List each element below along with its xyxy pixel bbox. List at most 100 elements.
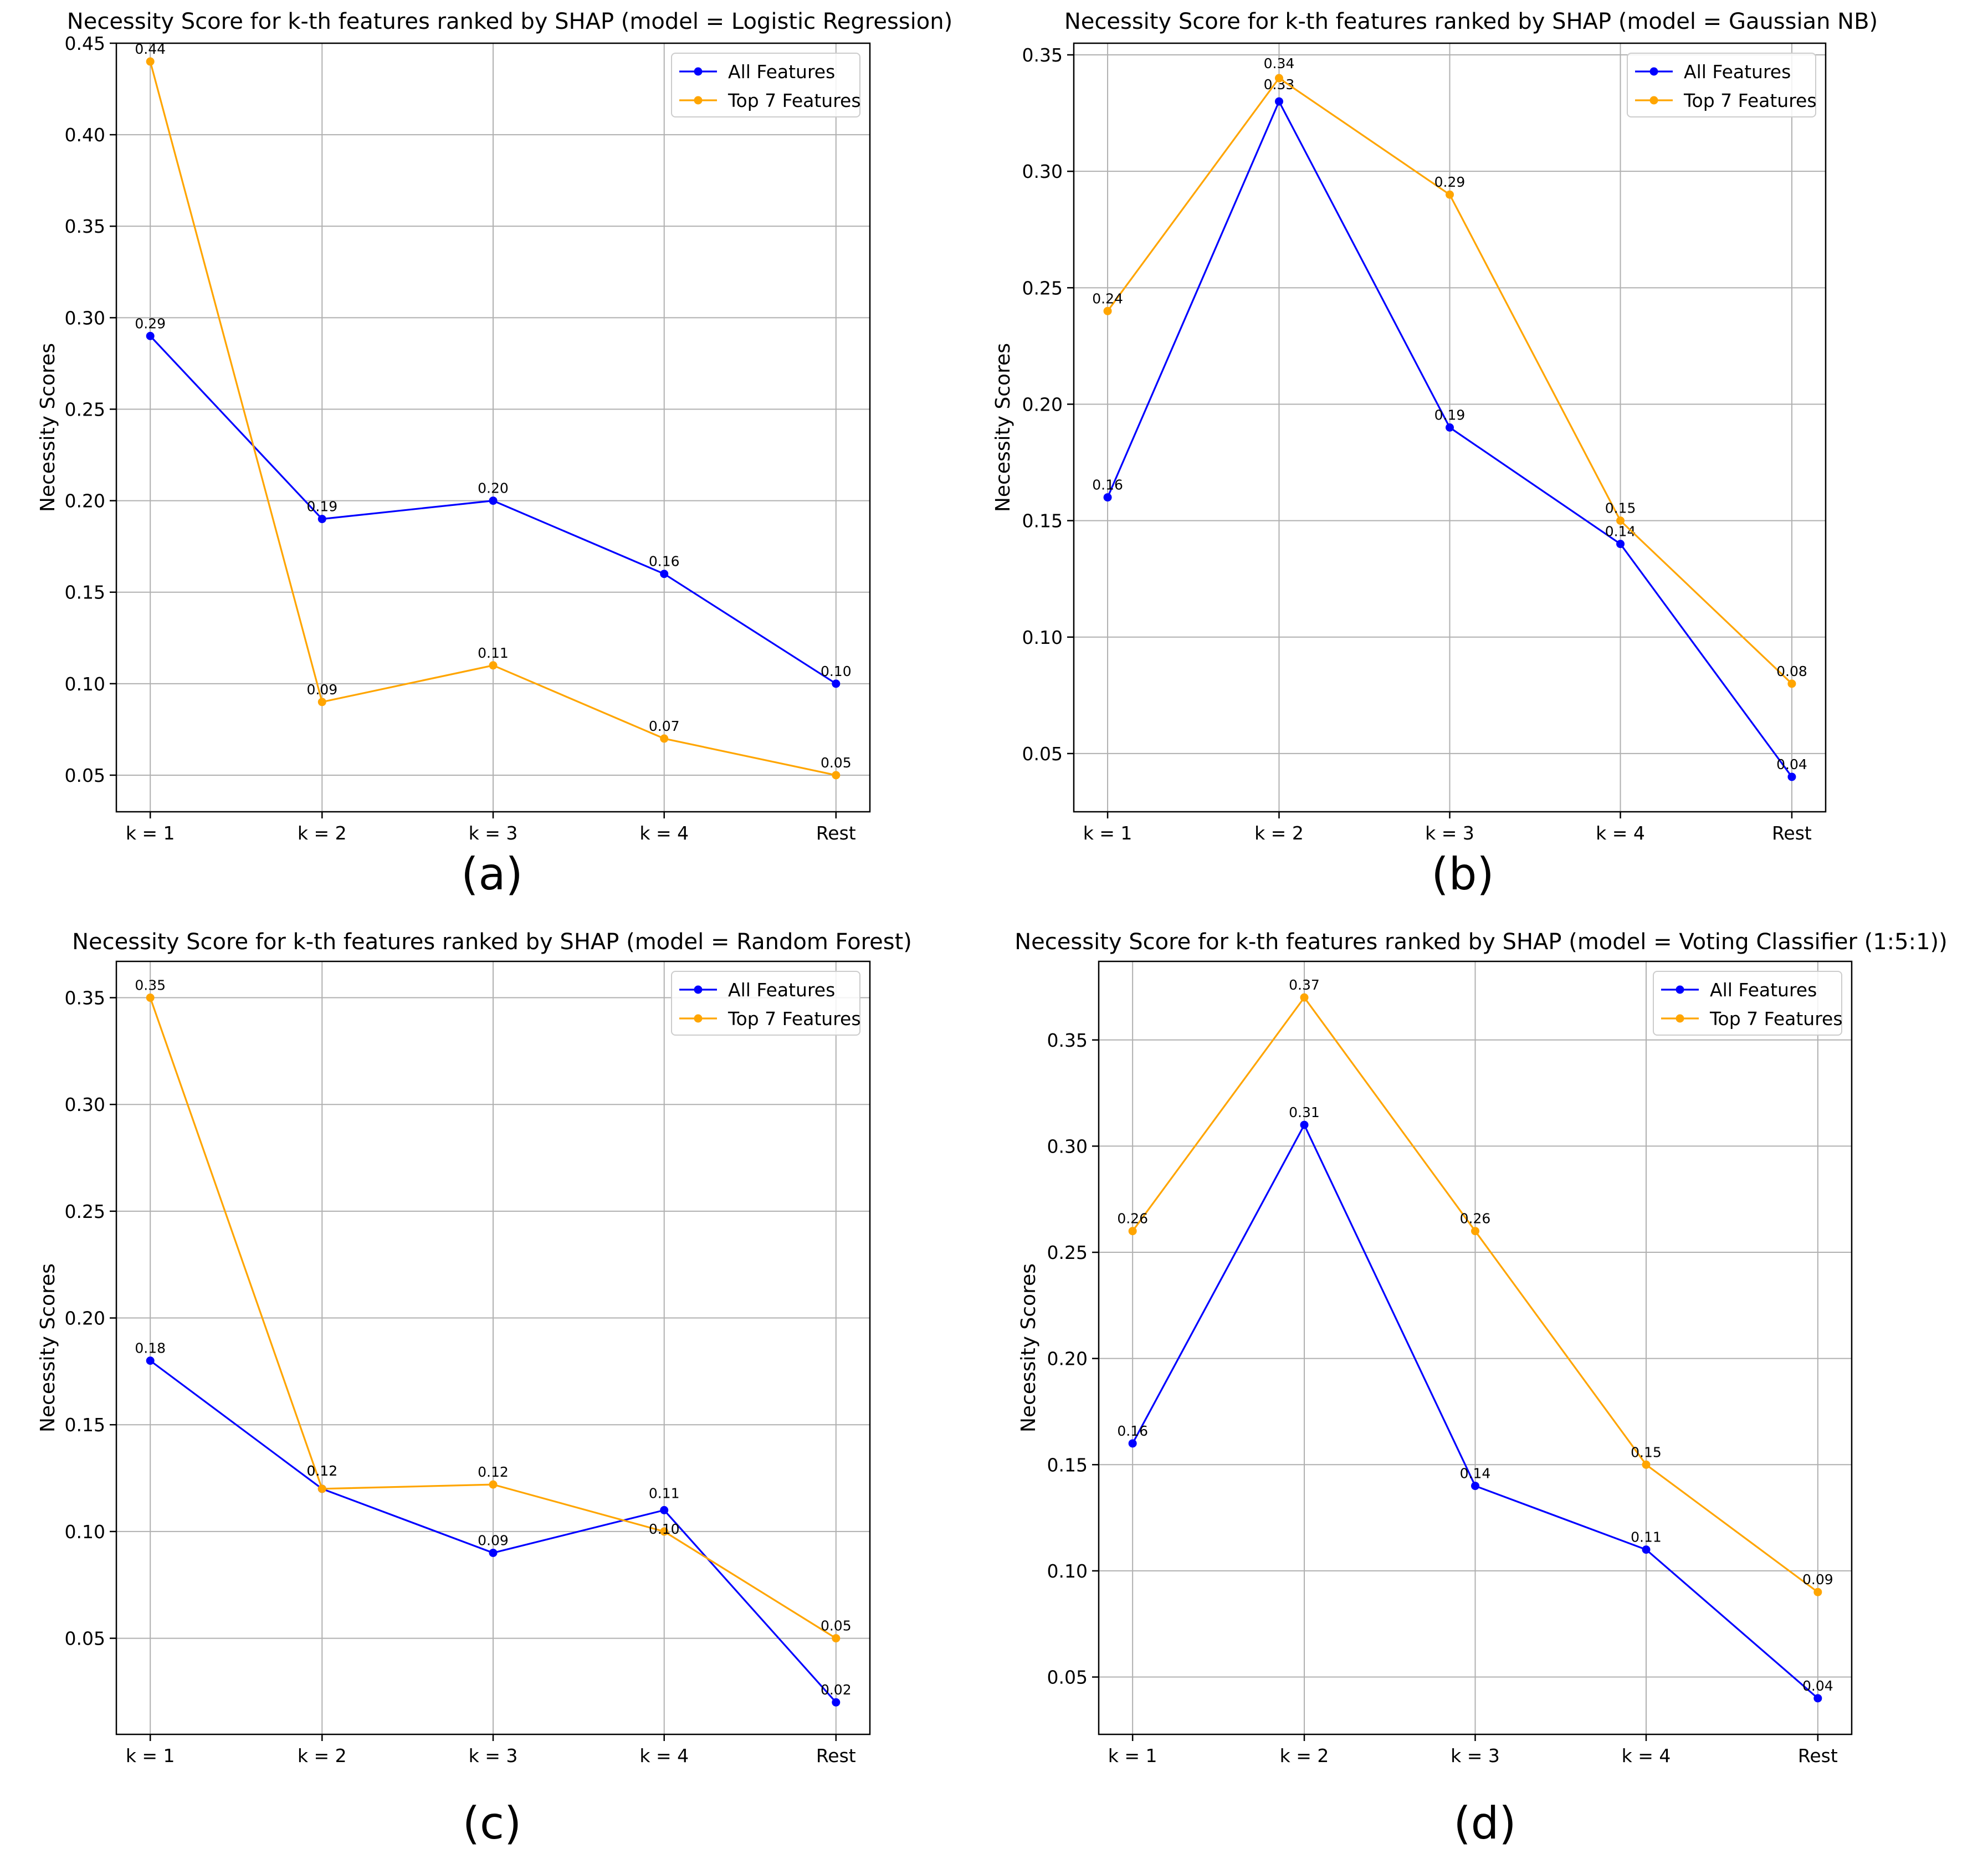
x-tick-label: k = 4	[1622, 1745, 1671, 1767]
data-label: 0.04	[1776, 756, 1807, 772]
legend-label: All Features	[1710, 979, 1817, 1001]
data-label: 0.15	[1605, 500, 1636, 516]
y-tick-label: 0.05	[65, 765, 105, 786]
data-label: 0.24	[1092, 290, 1123, 306]
data-point	[146, 1356, 155, 1365]
data-label: 0.15	[1631, 1444, 1662, 1460]
legend-box	[671, 53, 860, 117]
data-label: 0.29	[135, 315, 166, 331]
data-point	[1471, 1482, 1479, 1491]
y-axis-label: Necessity Scores	[992, 343, 1015, 512]
y-tick-label: 0.15	[65, 1414, 105, 1436]
chart-panel-c: k = 1 k = 2 k = 3 k = 4 Rest 0.05 0.10 0.15 0.20…	[37, 929, 912, 1849]
legend-marker	[1649, 67, 1658, 76]
data-point	[1813, 1694, 1822, 1703]
x-tick-label: Rest	[1798, 1745, 1838, 1767]
y-tick-label: 0.10	[65, 673, 105, 695]
legend-label: All Features	[728, 61, 835, 83]
legend-marker	[694, 67, 703, 76]
x-tick-label: Rest	[816, 822, 856, 844]
data-label: 0.10	[821, 663, 852, 679]
data-label: 0.09	[478, 1532, 509, 1548]
legend-label: Top 7 Features	[1683, 90, 1817, 111]
chart-title: Necessity Score for k-th features ranked…	[1015, 929, 1948, 955]
data-point	[1787, 772, 1796, 781]
data-label: 0.44	[135, 41, 166, 57]
chart-title: Necessity Score for k-th features ranked…	[1064, 9, 1878, 34]
legend-label: Top 7 Features	[727, 90, 861, 111]
x-tick-label: k = 2	[1280, 1745, 1329, 1767]
y-tick-label: 0.10	[1022, 627, 1063, 648]
data-point	[832, 771, 841, 780]
data-point	[1642, 1545, 1651, 1554]
x-tick-label: k = 2	[298, 1745, 347, 1767]
data-label: 0.16	[1117, 1423, 1148, 1439]
data-label: 0.07	[649, 718, 680, 734]
data-label: 0.34	[1264, 55, 1295, 71]
y-tick-label: 0.05	[1022, 743, 1063, 765]
x-tick-label: k = 2	[298, 822, 347, 844]
x-tick-label: k = 4	[639, 822, 689, 844]
chart-panel-d: k = 1 k = 2 k = 3 k = 4 Rest 0.05 0.10 0.15 0.20…	[1015, 929, 1948, 1849]
data-label: 0.05	[821, 755, 852, 771]
chart-title: Necessity Score for k-th features ranked…	[72, 929, 912, 955]
y-tick-label: 0.15	[1022, 510, 1063, 532]
data-point	[489, 661, 498, 670]
data-point	[1446, 190, 1454, 199]
y-tick-label: 0.30	[65, 1094, 105, 1115]
panel-caption: (a)	[461, 848, 522, 900]
data-point	[317, 515, 326, 524]
data-point	[1103, 493, 1112, 502]
data-point	[832, 1698, 841, 1707]
chart-panel-a: k = 1 k = 2 k = 3 k = 4 Rest 0.05 0.10 0.15 0.20…	[37, 9, 952, 900]
data-label: 0.11	[1631, 1529, 1662, 1545]
data-label: 0.08	[1776, 663, 1807, 679]
y-tick-label: 0.25	[65, 1201, 105, 1222]
y-tick-label: 0.40	[65, 124, 105, 146]
data-label: 0.05	[821, 1618, 852, 1634]
chart-panel-b: k = 1 k = 2 k = 3 k = 4 Rest 0.05 0.10 0.15 0.20…	[992, 9, 1878, 900]
y-tick-label: 0.15	[65, 582, 105, 603]
data-point	[1616, 516, 1625, 525]
x-tick-label: k = 3	[1451, 1745, 1500, 1767]
data-label: 0.12	[306, 1463, 337, 1479]
data-label: 0.14	[1460, 1466, 1491, 1482]
y-axis-label: Necessity Scores	[1017, 1263, 1040, 1432]
data-label: 0.04	[1802, 1678, 1833, 1694]
data-label: 0.26	[1117, 1211, 1148, 1227]
y-tick-label: 0.35	[1022, 44, 1063, 66]
y-tick-label: 0.25	[1022, 277, 1063, 299]
data-point	[660, 1506, 669, 1514]
data-label: 0.12	[306, 1463, 337, 1479]
data-point	[1274, 74, 1283, 83]
y-axis-label: Necessity Scores	[37, 343, 59, 512]
x-tick-label: Rest	[816, 1745, 856, 1767]
data-label: 0.19	[1434, 407, 1466, 423]
data-label: 0.16	[1092, 477, 1123, 493]
data-label: 0.09	[306, 682, 337, 698]
data-point	[660, 570, 669, 578]
data-point	[317, 698, 326, 706]
data-label: 0.09	[1802, 1571, 1833, 1588]
legend-box	[1653, 971, 1842, 1036]
y-tick-label: 0.25	[1047, 1242, 1088, 1263]
data-label: 0.31	[1289, 1104, 1320, 1120]
y-tick-label: 0.25	[65, 398, 105, 420]
legend-marker	[1676, 985, 1684, 994]
chart-title: Necessity Score for k-th features ranked…	[67, 9, 952, 34]
x-tick-label: k = 1	[1083, 822, 1133, 844]
data-point	[317, 1484, 326, 1493]
y-tick-label: 0.45	[65, 33, 105, 54]
data-point	[832, 1634, 841, 1643]
legend-box	[671, 971, 860, 1036]
data-point	[660, 1527, 669, 1536]
data-point	[489, 1480, 498, 1489]
y-tick-label: 0.20	[65, 490, 105, 512]
data-label: 0.19	[306, 499, 337, 515]
data-point	[1300, 993, 1309, 1002]
panel-caption: (b)	[1431, 848, 1494, 900]
data-point	[1274, 97, 1283, 106]
data-label: 0.02	[821, 1682, 852, 1698]
data-point	[1787, 679, 1796, 688]
